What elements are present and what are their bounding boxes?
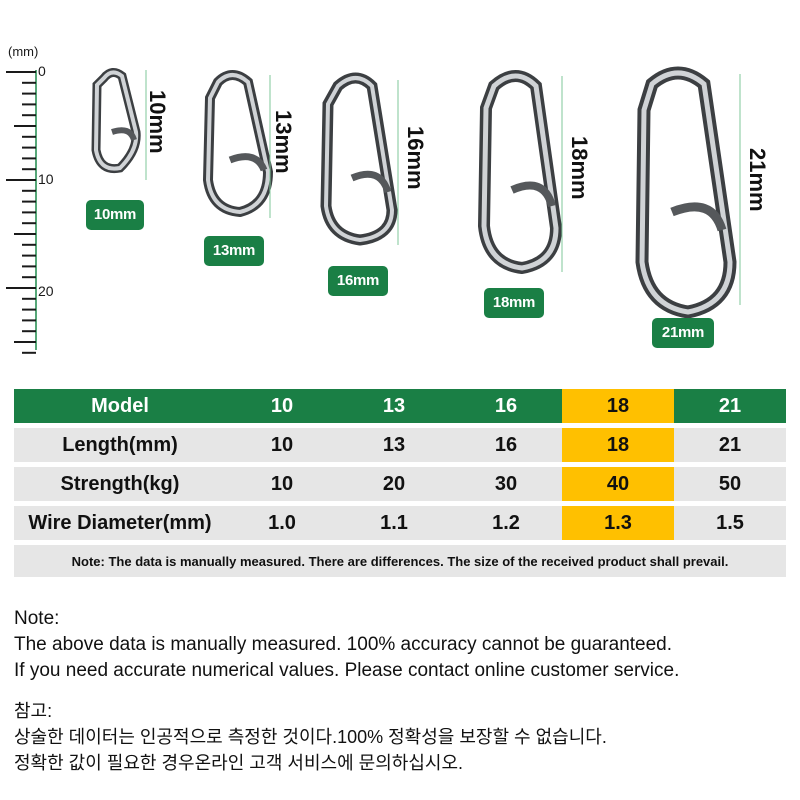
size-label-16mm: 16mm (403, 126, 428, 190)
notes-en-line1: The above data is manually measured. 100… (14, 634, 673, 655)
table-row-strength: Strength(kg) 10 20 30 40 50 (14, 467, 786, 501)
header-cell: 10 (226, 389, 338, 423)
table-cell: 1.0 (226, 506, 338, 540)
badge-16mm: 16mm (328, 266, 388, 296)
pin-18mm-image (477, 70, 563, 275)
table-row-length: Length(mm) 10 13 16 18 21 (14, 428, 786, 462)
table-cell: 1.2 (450, 506, 562, 540)
badge-10mm: 10mm (86, 200, 144, 230)
table-cell: 10 (226, 467, 338, 501)
table-cell: 21 (674, 428, 786, 462)
notes-ko-line1: 상술한 데이터는 인공적으로 측정한 것이다.100% 정확성을 보장할 수 없… (14, 727, 607, 747)
pins-illustration (91, 66, 741, 319)
badge-21mm: 21mm (652, 318, 714, 348)
ruler-label-20: 20 (38, 283, 54, 299)
header-cell-model: Model (14, 389, 226, 423)
table-row-wire-diameter: Wire Diameter(mm) 1.0 1.1 1.2 1.3 1.5 (14, 506, 786, 540)
table-cell: 20 (338, 467, 450, 501)
table-cell: 50 (674, 467, 786, 501)
table-cell: 13 (338, 428, 450, 462)
badge-18mm: 18mm (484, 288, 544, 318)
table-header-row: Model 10 13 16 18 21 (14, 389, 786, 423)
table-cell: 1.5 (674, 506, 786, 540)
table-cell: 16 (450, 428, 562, 462)
table-cell-highlight: 18 (562, 428, 674, 462)
row-label: Length(mm) (14, 428, 226, 462)
ruler (6, 70, 37, 354)
size-label-10mm: 10mm (145, 90, 170, 154)
pin-16mm-image (320, 72, 399, 246)
table-cell-highlight: 40 (562, 467, 674, 501)
notes-en: Note: The above data is manually measure… (14, 606, 679, 684)
row-label: Wire Diameter(mm) (14, 506, 226, 540)
table-cell: 30 (450, 467, 562, 501)
ruler-unit-label: (mm) (8, 44, 39, 59)
size-label-18mm: 18mm (567, 136, 592, 200)
size-label-21mm: 21mm (745, 148, 770, 212)
spec-table: Model 10 13 16 18 21 Length(mm) 10 13 16… (14, 389, 786, 577)
table-footnote: Note: The data is manually measured. The… (14, 545, 786, 577)
table-cell-highlight: 1.3 (562, 506, 674, 540)
header-cell: 16 (450, 389, 562, 423)
ruler-label-0: 0 (38, 63, 46, 79)
notes-en-title: Note: (14, 608, 60, 629)
table-cell: 10 (226, 428, 338, 462)
row-label: Strength(kg) (14, 467, 226, 501)
header-cell-highlight: 18 (562, 389, 674, 423)
notes-en-line2: If you need accurate numerical values. P… (14, 660, 680, 681)
pin-21mm-image (635, 66, 741, 319)
ruler-label-10: 10 (38, 171, 54, 187)
badge-13mm: 13mm (204, 236, 264, 266)
pin-13mm-image (202, 70, 274, 218)
pin-10mm-image (91, 68, 147, 180)
table-cell: 1.1 (338, 506, 450, 540)
notes-ko: 참고: 상술한 데이터는 인공적으로 측정한 것이다.100% 정확성을 보장할… (14, 698, 607, 776)
header-cell: 21 (674, 389, 786, 423)
notes-ko-title: 참고: (14, 701, 53, 721)
size-label-13mm: 13mm (271, 110, 296, 174)
notes-ko-line2: 정확한 값이 필요한 경우온라인 고객 서비스에 문의하십시오. (14, 753, 464, 773)
header-cell: 13 (338, 389, 450, 423)
